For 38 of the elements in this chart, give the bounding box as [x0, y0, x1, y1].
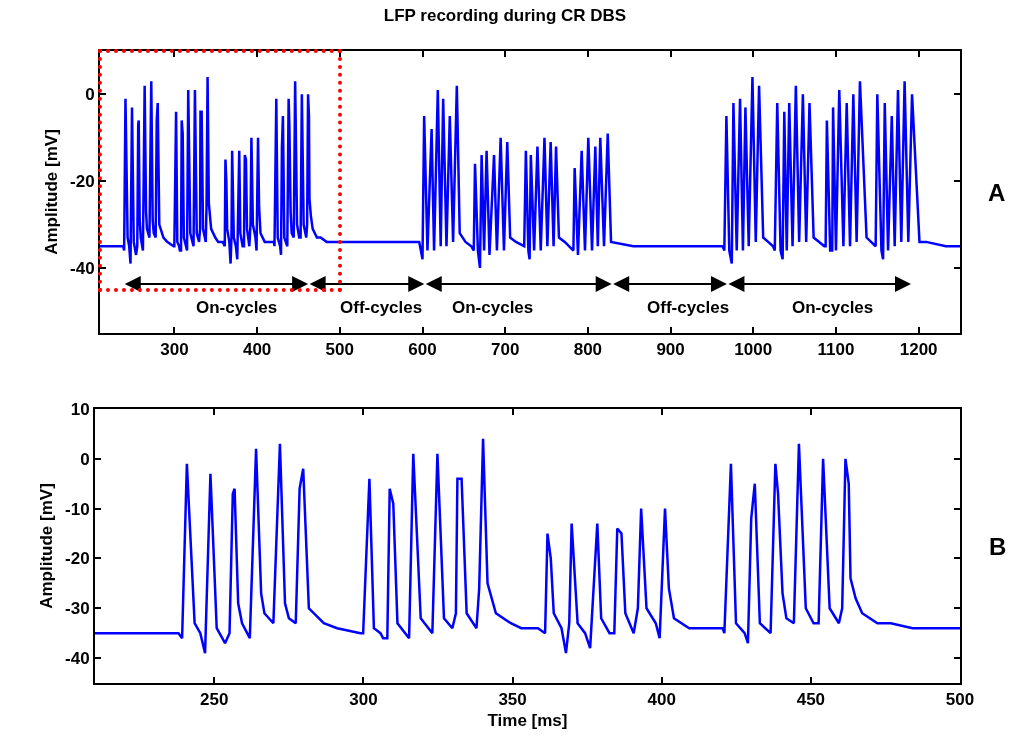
y-tick-label: 10 [70, 399, 90, 419]
x-tick-label: 450 [796, 690, 826, 710]
text: A [988, 179, 1006, 206]
x-tick-label: 800 [573, 340, 603, 360]
line-series [95, 437, 960, 655]
line-series [100, 75, 960, 270]
annotation: On-cycles [452, 298, 534, 317]
x-tick-label: 1100 [817, 340, 855, 360]
x-tick-label: 400 [242, 340, 272, 360]
x-tick-label: 700 [491, 340, 520, 360]
chart-title: LFP recording during CR DBS [383, 5, 627, 25]
y-tick-label: -10 [65, 499, 90, 519]
x-tick-label: 500 [325, 340, 354, 360]
y-axis-title: Amplitude [mV] [42, 129, 62, 255]
y-tick-label: -40 [70, 258, 95, 278]
x-tick-label: 300 [160, 340, 189, 360]
x-tick-label: 900 [656, 340, 685, 360]
annotation: Off-cycles [647, 298, 730, 317]
x-axis-title: Time [ms] [487, 711, 568, 731]
y-tick-label: -20 [65, 549, 90, 569]
annotation: On-cycles [792, 298, 874, 317]
x-tick-label: 400 [647, 690, 676, 710]
x-tick-label: 500 [945, 690, 975, 710]
y-tick-label: -20 [70, 172, 95, 192]
y-tick-label: -30 [65, 599, 90, 619]
text: B [989, 533, 1007, 560]
y-tick-label: -40 [65, 649, 90, 669]
x-tick-label: 1000 [734, 340, 773, 360]
x-tick-label: 350 [498, 690, 527, 710]
annotation: On-cycles [196, 298, 278, 317]
x-tick-label: 600 [408, 340, 437, 360]
x-tick-label: 300 [349, 690, 378, 710]
x-tick-label: 250 [200, 690, 229, 710]
y-tick-label: 0 [85, 85, 95, 105]
x-tick-label: 1200 [899, 340, 938, 360]
annotation: Off-cycles [340, 298, 423, 317]
y-axis-title: Amplitude [mV] [37, 483, 57, 609]
y-tick-label: 0 [80, 449, 90, 469]
